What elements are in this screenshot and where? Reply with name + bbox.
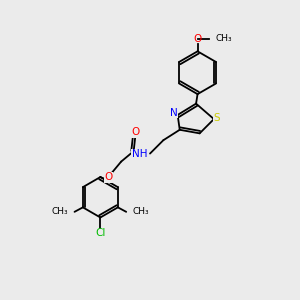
Text: N: N [170,108,178,118]
Text: O: O [194,34,202,44]
Text: O: O [132,128,140,137]
Text: Cl: Cl [95,228,106,238]
Text: CH₃: CH₃ [133,207,149,216]
Text: CH₃: CH₃ [216,34,232,43]
Text: O: O [104,172,112,182]
Text: CH₃: CH₃ [51,207,68,216]
Text: S: S [214,112,220,123]
Text: NH: NH [131,149,147,159]
